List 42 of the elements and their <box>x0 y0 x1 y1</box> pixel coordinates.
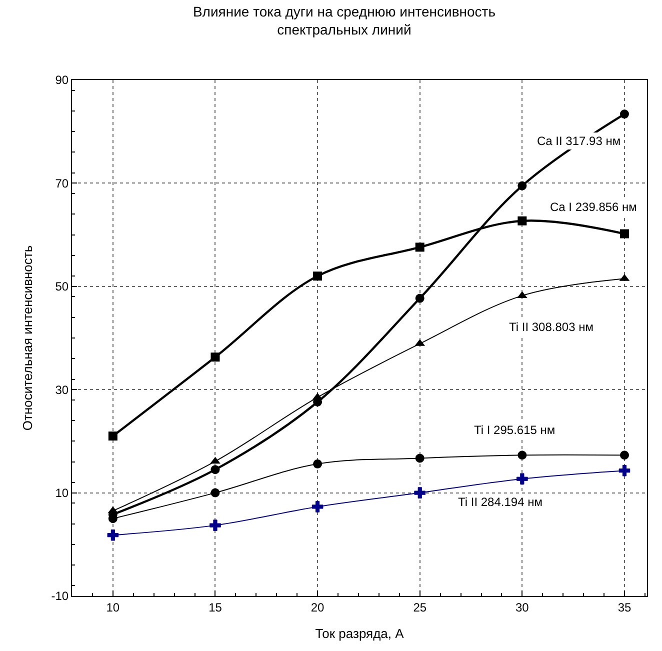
y-tick-label: 10 <box>55 486 69 500</box>
point <box>415 294 424 303</box>
x-axis-title: Ток разряда, А <box>315 626 404 641</box>
point <box>210 488 220 498</box>
series-label: Ca II 317.93 нм <box>537 134 621 148</box>
point <box>210 465 220 474</box>
point <box>620 450 629 460</box>
y-tick-label: -10 <box>51 589 69 604</box>
point <box>312 501 324 512</box>
point <box>415 454 424 463</box>
y-axis-title: Относительная интенсивность <box>20 245 36 431</box>
x-tick-label: 10 <box>106 600 120 614</box>
point <box>210 520 221 531</box>
x-tick-label: 15 <box>208 600 222 614</box>
series-label: Ti I 295.615 нм <box>474 423 556 437</box>
series-label: Ca I 239.856 нм <box>550 200 637 214</box>
x-tick-label: 35 <box>618 600 632 614</box>
point <box>516 473 528 485</box>
point <box>313 272 322 281</box>
point <box>620 229 629 238</box>
point <box>210 352 220 362</box>
series-label: Ti II 284.194 нм <box>458 495 542 509</box>
point <box>210 456 220 464</box>
y-tick-label: 90 <box>55 73 69 88</box>
y-tick-label: 70 <box>55 176 69 190</box>
x-tick-label: 20 <box>310 600 325 614</box>
point <box>414 487 426 498</box>
point <box>518 450 527 460</box>
point <box>618 464 630 476</box>
y-tick-label: 50 <box>55 280 69 294</box>
point <box>107 529 119 541</box>
chart-title: Влияние тока дуги на среднюю интенсивность спектральных линий <box>192 3 496 38</box>
point <box>518 181 527 190</box>
x-tick-label: 30 <box>516 600 530 614</box>
point <box>108 432 118 441</box>
point <box>620 110 629 119</box>
point <box>415 242 424 252</box>
series-label: Ti II 308.803 нм <box>509 320 594 334</box>
point <box>313 459 322 468</box>
x-tick-label: 25 <box>413 600 427 614</box>
y-tick-label: 30 <box>55 382 69 397</box>
point <box>518 216 527 226</box>
